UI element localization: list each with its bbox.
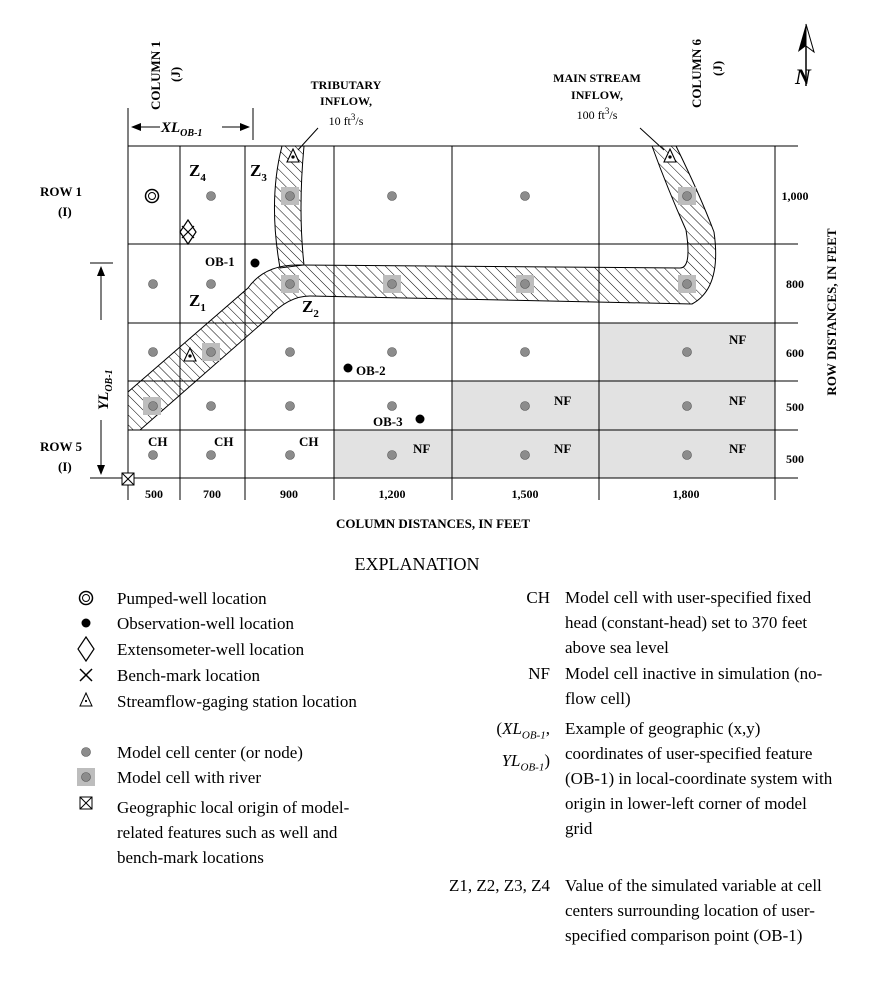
observation-wells	[250, 258, 425, 424]
tributary-label-1: TRIBUTARY	[311, 78, 382, 92]
ch-label: CH	[148, 434, 168, 449]
ch-label: CH	[214, 434, 234, 449]
row5-sub-label: (I)	[58, 459, 72, 474]
main-river	[127, 145, 717, 431]
z1-label: Z1	[189, 291, 206, 314]
ob3-label: OB-3	[373, 414, 403, 429]
column-distances-title: COLUMN DISTANCES, IN FEET	[336, 516, 530, 531]
column1-sub-label: (J)	[168, 67, 183, 82]
legend-symbols	[77, 590, 95, 810]
local-origin-symbol	[121, 472, 135, 486]
legend-item-z: Value of the simulated variable at cell …	[565, 876, 822, 945]
streamflow-gaging-station-icon	[79, 691, 93, 707]
row-tick: 600	[786, 346, 804, 360]
xl-dimension: XLOB-1	[127, 108, 254, 146]
legend-item-nf: Model cell inactive in simulation (no-fl…	[565, 664, 823, 708]
river-bands	[127, 145, 717, 431]
observation-well-icon	[81, 618, 91, 628]
no-flow-cells	[334, 323, 775, 478]
column-tick: 1,200	[379, 487, 406, 501]
legend-key-z: Z1, Z2, Z3, Z4	[448, 876, 550, 895]
column-tick: 1,800	[673, 487, 700, 501]
row-tick: 500	[786, 400, 804, 414]
legend-key-coords: (XLOB-1, YLOB-1)	[496, 719, 550, 774]
row5-label: ROW 5	[40, 439, 83, 454]
bench-mark-icon	[79, 668, 93, 682]
model-cell-centers	[148, 191, 692, 460]
legend-item-river-cell: Model cell with river	[117, 768, 261, 787]
svg-text:XLOB-1: XLOB-1	[160, 120, 202, 139]
column6-sub-label: (J)	[710, 61, 725, 76]
extensometer-well-symbol	[179, 218, 197, 246]
row1-label: ROW 1	[40, 184, 82, 199]
yl-dimension: YLOB-1	[90, 262, 122, 479]
row-tick: 800	[786, 277, 804, 291]
main-stream-label-3: 100 ft3/s	[577, 106, 618, 122]
tributary-label-2: INFLOW,	[320, 94, 372, 108]
gaging-stations	[183, 147, 677, 362]
row-tick: 1,000	[782, 189, 809, 203]
legend-item-observation-well: Observation-well location	[117, 614, 295, 633]
column1-label: COLUMN 1	[148, 41, 163, 110]
yl-label: YL	[96, 392, 112, 410]
z4-label: Z4	[189, 161, 206, 184]
legend-item-bench-mark: Bench-mark location	[117, 666, 261, 685]
nf-label: NF	[554, 393, 571, 408]
legend-item-ch: Model cell with user-specified fixed hea…	[565, 588, 812, 657]
z2-label: Z2	[302, 297, 319, 320]
ch-label: CH	[299, 434, 319, 449]
column-tick: 1,500	[512, 487, 539, 501]
legend-item-gaging-station: Streamflow-gaging station location	[117, 692, 357, 711]
legend-item-local-origin: Geographic local origin of model-related…	[117, 798, 350, 867]
main-stream-label-2: INFLOW,	[571, 88, 623, 102]
svg-text:YLOB-1: YLOB-1	[96, 369, 115, 410]
ob2-label: OB-2	[356, 363, 386, 378]
xl-label: XL	[160, 120, 180, 136]
row-distances-title: ROW DISTANCES, IN FEET	[824, 228, 839, 395]
model-cell-river-icon	[77, 768, 95, 786]
column6-label: COLUMN 6	[689, 39, 704, 108]
tributary-label-3: 10 ft3/s	[329, 112, 364, 128]
legend-key-ch: CH	[526, 588, 550, 607]
legend-item-extensometer-well: Extensometer-well location	[117, 640, 305, 659]
explanation-title: EXPLANATION	[355, 554, 480, 574]
nf-label: NF	[729, 393, 746, 408]
local-origin-icon	[79, 796, 93, 810]
nf-label: NF	[729, 332, 746, 347]
legend-item-pumped-well: Pumped-well location	[117, 589, 267, 608]
extensometer-well-icon	[77, 635, 95, 663]
nf-label: NF	[729, 441, 746, 456]
model-cell-center-icon	[81, 747, 91, 757]
pumped-well-symbol	[144, 188, 160, 204]
north-label: N	[794, 64, 812, 89]
legend-item-cell-center: Model cell center (or node)	[117, 743, 303, 762]
nf-label: NF	[413, 441, 430, 456]
z3-label: Z3	[250, 161, 267, 184]
column-tick: 500	[145, 487, 163, 501]
tributary-river	[274, 145, 305, 269]
legend-item-coords: Example of geographic (x,y) coordinates …	[565, 719, 833, 838]
row-tick: 500	[786, 452, 804, 466]
pumped-well-icon	[78, 590, 94, 606]
ob1-label: OB-1	[205, 254, 235, 269]
nf-label: NF	[554, 441, 571, 456]
main-stream-label-1: MAIN STREAM	[553, 71, 641, 85]
legend-key-nf: NF	[528, 664, 550, 683]
north-arrow-icon: N	[794, 23, 815, 89]
column-tick: 900	[280, 487, 298, 501]
column-tick: 700	[203, 487, 221, 501]
row1-sub-label: (I)	[58, 204, 72, 219]
